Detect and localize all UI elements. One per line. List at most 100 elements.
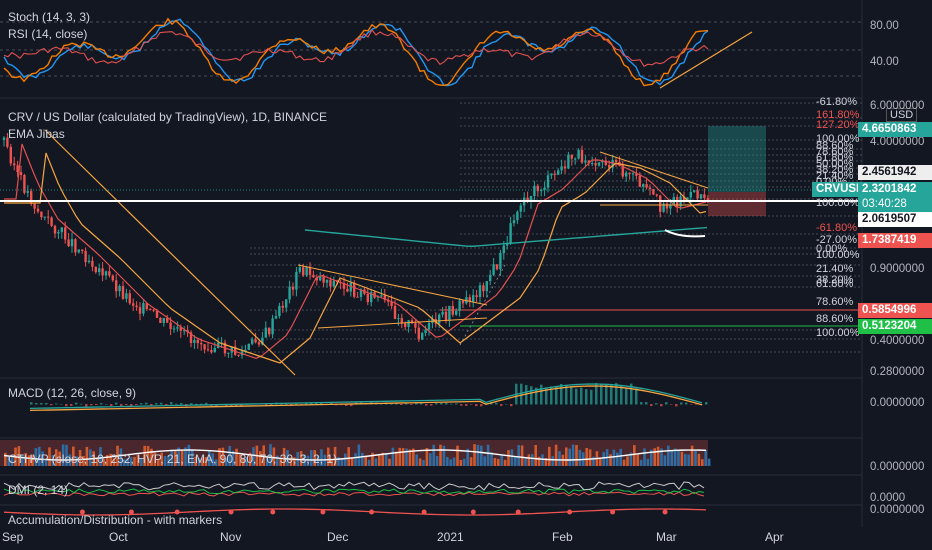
candle-body [53, 225, 57, 234]
cthvp-bar [44, 459, 48, 466]
cthvp-bar [415, 454, 418, 466]
triangle-upper [297, 264, 488, 306]
cthvp-bar [612, 449, 616, 466]
candle-body [519, 205, 522, 212]
macd-hist-bar [400, 404, 403, 406]
candle-body [441, 311, 444, 315]
macd-hist-bar [105, 403, 108, 405]
dmi-label[interactable]: DMI (2, 14) [8, 483, 69, 497]
macd-hist-bar [170, 402, 173, 405]
x-tick-oct: Oct [109, 530, 128, 544]
candle-body [342, 283, 346, 289]
cthvp-bar [367, 459, 371, 466]
cthvp-bar [214, 459, 218, 466]
cthvp-bar [639, 459, 643, 466]
macd-hist-bar [555, 386, 558, 405]
candle-body [295, 271, 298, 290]
cthvp-bar [490, 452, 493, 466]
cthvp-bar [299, 451, 303, 466]
cthvp-bar [330, 459, 333, 466]
adx-line [3, 481, 705, 491]
cthvp-bar [432, 444, 435, 466]
cthvp-bar [78, 449, 82, 466]
macd-hist-bar [45, 403, 48, 405]
macd-tick: 0.0000000 [870, 397, 925, 409]
fib-label: 100.00% [816, 327, 860, 339]
candle-body [665, 203, 669, 209]
macd-hist-bar [665, 402, 668, 405]
macd-hist-bar [695, 404, 698, 405]
candle-body [458, 300, 461, 311]
macd-hist-bar [525, 385, 528, 405]
candle-body [652, 189, 655, 195]
currency-label[interactable]: USD [886, 108, 918, 122]
cthvp-bar [282, 447, 286, 466]
cthvp-bar [194, 456, 197, 466]
ema-label[interactable]: EMA Jibas [8, 127, 65, 141]
cthvp-bar [619, 448, 622, 466]
cthvp-bar [347, 447, 350, 466]
macd-hist-bar [150, 404, 153, 406]
candle-body [669, 204, 672, 209]
x-tick-2021: 2021 [437, 530, 464, 544]
price-tick-0-9: 0.9000000 [870, 263, 925, 275]
cthvp-bar [578, 449, 582, 466]
candle-body [213, 347, 216, 353]
candle-body [648, 187, 652, 190]
cthvp-bar [106, 454, 109, 466]
candle-body [682, 196, 686, 201]
cthvp-bar [575, 444, 578, 466]
cthvp-bar [650, 449, 653, 466]
candle-body [370, 292, 373, 303]
x-tick-apr: Apr [765, 530, 784, 544]
macd-label[interactable]: MACD (12, 26, close, 9) [8, 386, 137, 400]
cthvp-bar [89, 449, 92, 466]
candle-body [305, 266, 308, 276]
dmi-panel [3, 481, 705, 497]
fib-label: 21.40% [816, 263, 854, 275]
cthvp-bar [4, 452, 7, 466]
candle-body [288, 286, 291, 300]
candle-body [329, 279, 332, 287]
cthvp-bar [262, 445, 265, 466]
cthvp-bar [507, 450, 510, 466]
candle-body [33, 203, 36, 209]
candle-body [64, 227, 67, 240]
fib-label: 100.00% [816, 249, 860, 261]
macd-hist-bar [85, 404, 88, 407]
x-tick-nov: Nov [220, 530, 242, 544]
macd-hist-bar [605, 384, 608, 405]
candle-body [495, 264, 499, 270]
macd-hist-bar [570, 386, 573, 405]
accum-label[interactable]: Accumulation/Distribution - with markers [8, 513, 223, 527]
macd-hist-bar [315, 402, 318, 405]
stoch-label[interactable]: Stoch (14, 3, 3) [8, 10, 91, 24]
candle-body [108, 271, 111, 276]
candle-body [414, 323, 417, 328]
candle-body [128, 293, 131, 304]
fib-label: 161.80% [816, 109, 860, 121]
cthvp-bar [48, 447, 51, 466]
candle-body [499, 253, 502, 270]
candle-body [638, 175, 641, 187]
chart-title[interactable]: CRV / US Dollar (calculated by TradingVi… [8, 110, 328, 124]
rsi-label[interactable]: RSI (14, close) [8, 27, 88, 41]
macd-hist-bar [390, 403, 393, 405]
cthvp-bar [344, 453, 347, 466]
cthvp-bar [558, 451, 561, 466]
cthvp-bar [167, 455, 170, 466]
candle-body [257, 342, 261, 345]
candle-body [138, 307, 142, 314]
macd-hist-bar [640, 402, 643, 405]
cthvp-label[interactable]: CTHVP (close, 10, 252, HVP, 21, EMA, 90,… [8, 452, 338, 466]
macd-hist-bar [690, 404, 693, 405]
candle-body [268, 327, 271, 335]
cthvp-bar [697, 453, 701, 466]
fib-label: 88.60% [816, 313, 854, 325]
cthvp-bar [599, 457, 602, 466]
macd-hist-bar [180, 403, 183, 405]
cthvp-bar [517, 445, 520, 466]
macd-hist-bar [80, 403, 83, 405]
candle-body [101, 268, 104, 276]
